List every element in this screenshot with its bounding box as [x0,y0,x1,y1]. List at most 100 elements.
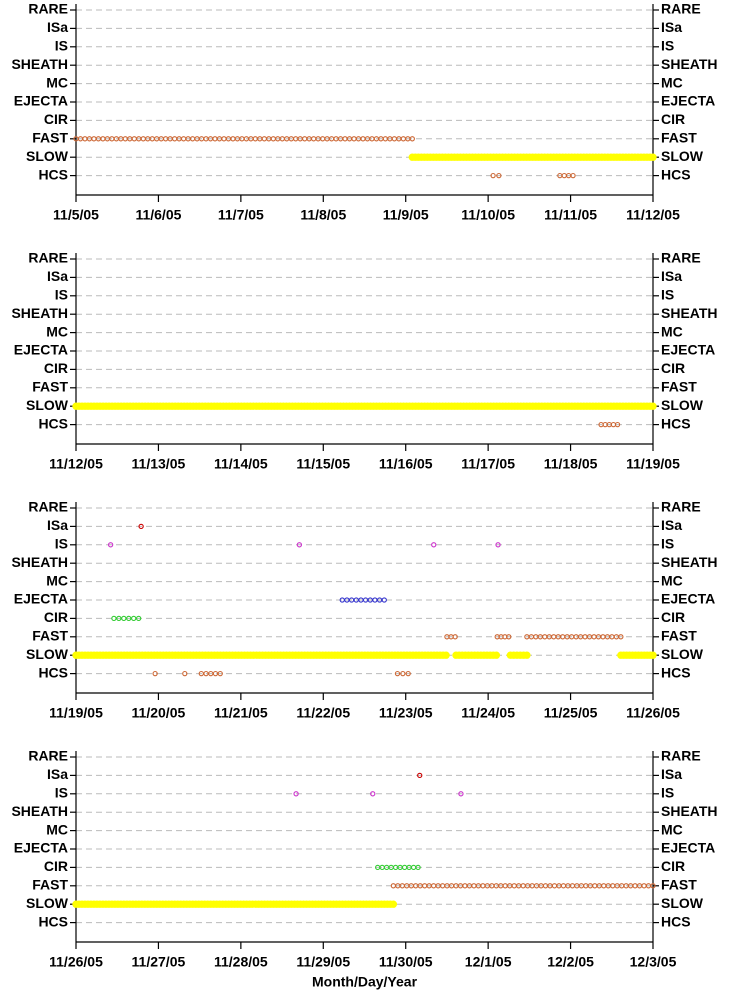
interval [182,670,188,677]
point [400,670,406,677]
y2-tick-label: FAST [661,628,697,644]
point [430,883,437,889]
interval [339,597,387,603]
y2-tick-label: ISa [661,766,682,782]
y2-tick-label: RARE [661,250,701,266]
y-tick-label: SLOW [26,895,69,911]
y-tick-label: ISa [47,19,68,35]
x-tick-label: 11/18/05 [544,456,598,472]
point [405,670,411,677]
y-tick-label: MC [46,323,68,339]
point [221,136,227,142]
y-tick-label: CIR [44,111,68,127]
interval [490,172,502,179]
interval [73,136,415,142]
interval [390,883,656,889]
interval [72,402,657,410]
point [410,864,417,871]
point [551,634,557,640]
y-tick-label: HCS [38,913,68,929]
y2-tick-label: SLOW [661,646,704,662]
y2-tick-label: IS [661,287,674,303]
interval [408,153,657,161]
point [492,651,501,659]
point [458,791,464,797]
point [591,634,597,640]
point [551,883,558,889]
interval [296,542,303,548]
y2-tick-label: RARE [661,499,701,515]
interval [72,900,398,908]
x-tick-label: 11/9/05 [383,207,429,223]
y2-tick-label: FAST [661,130,697,146]
y-tick-label: EJECTA [14,342,68,358]
point [409,136,415,142]
point [182,670,188,677]
interval [417,772,423,779]
interval [370,791,376,797]
y-tick-label: HCS [38,664,68,680]
point [601,883,607,889]
y2-tick-label: FAST [661,877,697,893]
point [561,172,567,179]
x-tick-label: 11/23/05 [379,705,433,721]
interval [394,670,411,677]
interval [152,670,158,677]
point [618,634,624,640]
point [649,153,657,161]
x-tick-label: 11/5/05 [53,207,99,223]
x-tick-label: 11/28/05 [214,954,268,970]
point [649,402,657,410]
y2-tick-label: MC [661,323,683,339]
point [389,900,398,908]
point [107,542,114,548]
y2-tick-label: HCS [661,166,691,182]
y2-tick-label: CIR [661,111,685,127]
y2-tick-label: SLOW [661,397,704,413]
point [131,615,137,622]
y2-tick-label: SHEATH [661,56,718,72]
panel: RARE RARE ISa ISa IS IS SHEATH SHEATH MC MC EJECTA… [11,250,717,472]
interval [198,670,223,677]
interval [495,542,501,548]
x-tick-label: 11/20/05 [132,705,186,721]
interval [458,791,464,797]
interval [375,864,421,871]
y2-tick-label: EJECTA [661,840,715,856]
panel: RARE RARE ISa ISa IS IS SHEATH SHEATH MC MC EJECTA… [11,499,717,721]
x-tick-label: 11/12/05 [49,456,103,472]
point [495,542,501,548]
x-tick-label: 11/10/05 [461,207,515,223]
y2-tick-label: EJECTA [661,342,715,358]
y2-tick-label: CIR [661,360,685,376]
point [116,615,122,622]
y2-tick-label: MC [661,821,683,837]
y-tick-label: CIR [44,858,68,874]
point [261,136,267,142]
panel: RARE RARE ISa ISa IS IS SHEATH SHEATH MC MC EJECTA… [11,1,717,223]
y-tick-label: HCS [38,166,68,182]
y-tick-label: RARE [28,250,68,266]
y-tick-label: FAST [32,379,68,395]
x-tick-label: 12/3/05 [630,954,677,970]
point [111,615,117,622]
x-tick-label: 11/19/05 [626,456,680,472]
point [650,883,656,889]
y2-tick-label: RARE [661,1,701,17]
y-tick-label: SLOW [26,646,69,662]
point [296,542,303,548]
x-tick-label: 11/25/05 [544,705,598,721]
x-axis-label: Month/Day/Year [312,974,418,990]
y2-tick-label: IS [661,785,674,801]
y-tick-label: SHEATH [11,56,68,72]
point [180,136,187,142]
x-tick-label: 11/26/05 [49,954,103,970]
y-tick-label: FAST [32,130,68,146]
x-tick-label: 11/16/05 [379,456,433,472]
y-tick-label: EJECTA [14,840,68,856]
y2-tick-label: MC [661,74,683,90]
y-tick-label: SHEATH [11,554,68,570]
interval [598,421,621,428]
x-tick-label: 11/27/05 [132,954,186,970]
point [415,864,421,871]
